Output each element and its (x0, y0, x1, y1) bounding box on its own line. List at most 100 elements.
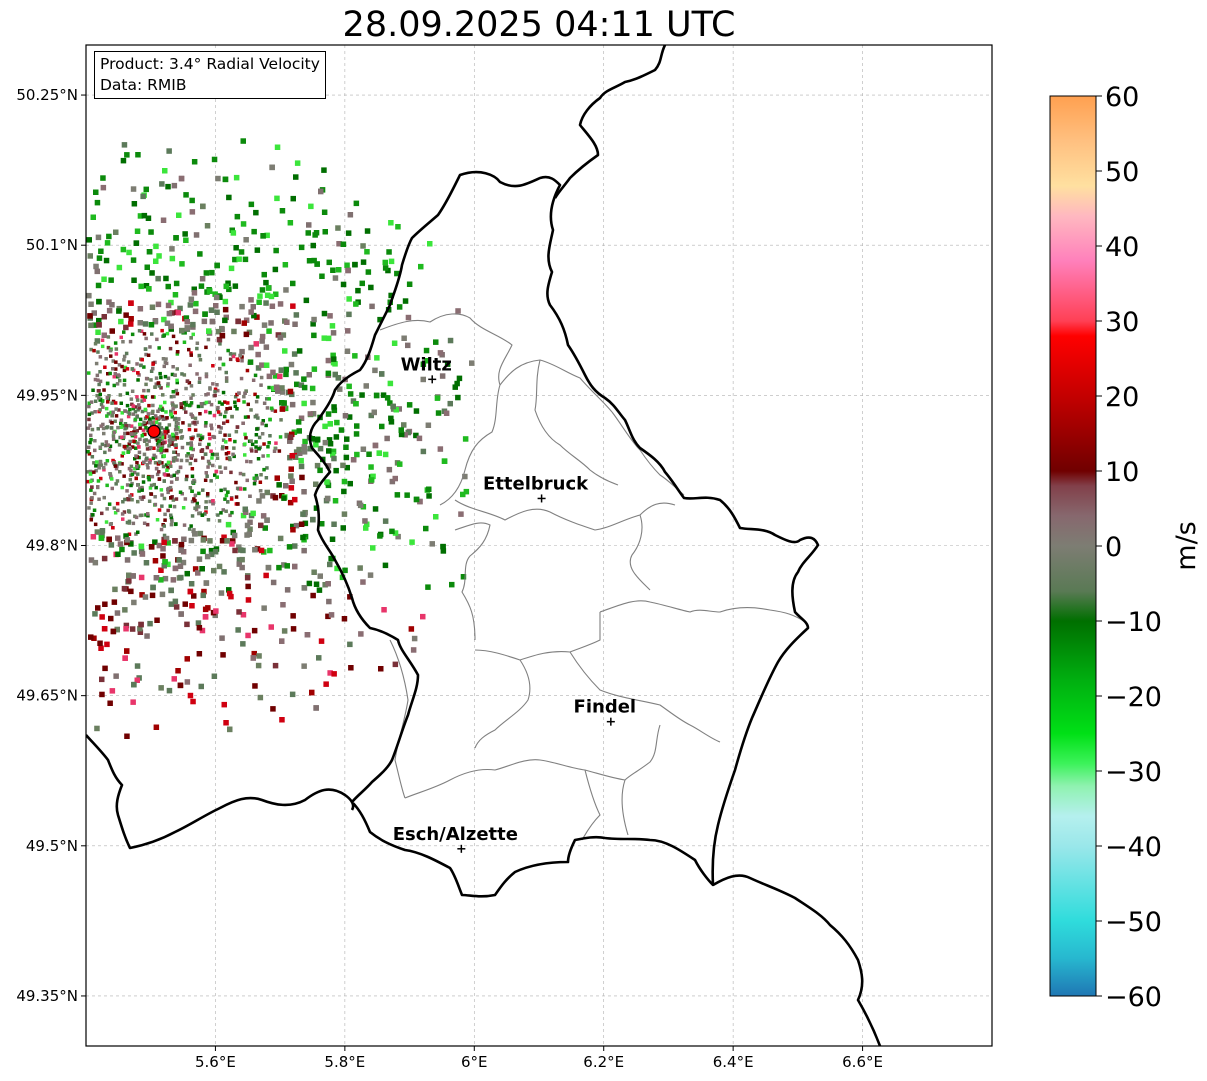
echo-bin (224, 379, 229, 383)
echo-bin (322, 423, 328, 430)
echo-bin (216, 563, 223, 570)
echo-bin (254, 440, 258, 444)
echo-bin (388, 292, 394, 299)
echo-bin (226, 401, 230, 405)
echo-bin (119, 401, 123, 405)
echo-bin (183, 497, 188, 501)
echo-bin (319, 521, 325, 527)
echo-bin (135, 461, 139, 465)
city-marker: Findel (574, 697, 636, 726)
echo-bin (160, 445, 165, 449)
echo-bin (314, 437, 321, 443)
echo-bin (120, 454, 124, 458)
echo-bin (174, 388, 179, 393)
echo-bin (198, 376, 202, 381)
echo-bin (188, 296, 195, 302)
echo-bin (157, 508, 162, 512)
echo-bin (214, 262, 220, 269)
echo-bin (241, 472, 246, 477)
echo-bin (113, 464, 118, 468)
echo-bin (366, 451, 372, 457)
echo-bin (226, 194, 232, 201)
echo-bin (311, 569, 317, 575)
echo-bin (162, 427, 167, 432)
echo-bin (107, 700, 113, 706)
echo-bin (245, 597, 252, 603)
echo-bin (274, 475, 280, 481)
echo-bin (158, 443, 162, 447)
echo-bin (184, 656, 190, 662)
echo-bin (213, 387, 218, 391)
echo-bin (146, 353, 151, 357)
echo-bin (223, 720, 229, 726)
echo-bin (266, 454, 270, 458)
echo-bin (173, 373, 177, 377)
echo-bin (388, 415, 394, 422)
echo-bin (185, 379, 190, 383)
echo-bin (264, 517, 270, 523)
echo-bin (262, 442, 266, 446)
echo-bin (243, 317, 250, 323)
echo-bin (128, 588, 134, 595)
echo-bin (190, 489, 194, 493)
echo-bin (105, 459, 110, 463)
echo-bin (200, 449, 204, 453)
echo-bin (239, 556, 245, 563)
echo-bin (236, 561, 242, 567)
echo-bin (460, 574, 467, 580)
echo-bin (135, 152, 141, 158)
echo-bin (370, 545, 376, 551)
echo-bin (114, 414, 119, 418)
echo-bin (252, 481, 257, 486)
echo-bin (273, 247, 279, 254)
echo-bin (136, 464, 141, 468)
echo-bin (203, 270, 210, 276)
echo-bin (347, 391, 354, 397)
echo-bin (187, 302, 194, 308)
echo-bin (279, 717, 285, 723)
echo-bin (455, 308, 461, 314)
echo-bin (92, 559, 99, 566)
echo-bin (189, 443, 194, 448)
echo-bin (263, 300, 269, 306)
echo-bin (217, 424, 221, 429)
echo-bin (265, 466, 269, 470)
echo-bin (264, 489, 270, 496)
echo-bin (166, 687, 173, 694)
echo-bin (455, 394, 461, 401)
echo-bin (242, 400, 246, 404)
echo-bin (324, 479, 330, 485)
echo-bin (138, 487, 142, 491)
echo-bin (109, 328, 115, 334)
echo-bin (126, 450, 130, 454)
echo-bin (167, 423, 172, 427)
echo-bin (116, 373, 120, 377)
echo-bin (166, 429, 170, 433)
echo-bin (130, 699, 136, 705)
canton-border (454, 522, 491, 641)
echo-bin (142, 460, 146, 464)
echo-bin (325, 581, 331, 587)
echo-bin (405, 314, 412, 321)
echo-bin (186, 452, 190, 456)
echo-bin (121, 423, 125, 428)
echo-bin (245, 368, 250, 373)
echo-bin (264, 232, 270, 239)
echo-bin (391, 340, 398, 346)
echo-bin (145, 215, 152, 221)
echo-bin (204, 372, 209, 376)
echo-bin (218, 366, 222, 371)
echo-bin (330, 330, 337, 336)
echo-bin (160, 546, 166, 552)
echo-bin (127, 442, 131, 446)
echo-bin (193, 416, 198, 421)
echo-bin (406, 402, 413, 408)
echo-bin (136, 483, 140, 487)
echo-bin (188, 581, 195, 587)
echo-bin (392, 661, 399, 668)
echo-bin (322, 582, 328, 588)
echo-bin (232, 256, 238, 263)
echo-bin (99, 528, 106, 534)
echo-bin (433, 514, 439, 520)
